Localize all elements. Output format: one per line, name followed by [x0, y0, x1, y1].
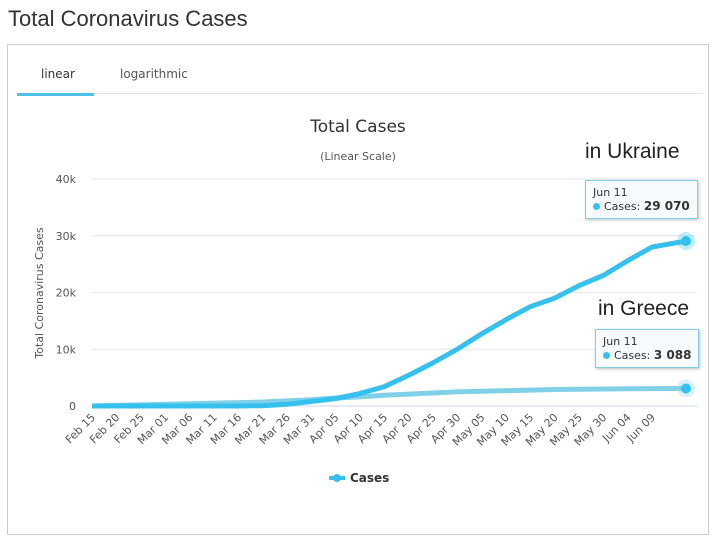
tooltip-value: 3 088: [653, 348, 692, 362]
tooltip-label: Cases:: [604, 200, 641, 213]
page-title: Total Coronavirus Cases: [8, 6, 248, 31]
series-line-ukraine: [92, 238, 687, 409]
y-tick-label: 20k: [56, 287, 77, 300]
annotation-ukraine: in Ukraine: [585, 140, 680, 163]
active-tab-indicator: [17, 93, 94, 96]
y-tick-label: 10k: [56, 343, 77, 356]
legend-marker-icon: [333, 474, 341, 482]
chart-subtitle: (Linear Scale): [320, 150, 396, 163]
tooltip-date: Jun 11: [603, 335, 638, 348]
tooltip-ukraine: Jun 11 Cases: 29 070: [585, 180, 698, 219]
tooltip-value: 29 070: [643, 199, 690, 213]
tooltip-greece: Jun 11 Cases: 3 088: [595, 329, 700, 368]
tab-logarithmic[interactable]: logarithmic: [120, 67, 188, 81]
legend-item-cases: Cases: [350, 471, 389, 485]
series-line-greece: [91, 385, 687, 409]
y-axis-label: Total Coronavirus Cases: [33, 227, 46, 360]
series-dot-icon: [603, 352, 610, 359]
y-tick-label: 0: [69, 400, 76, 413]
y-tick-label: 30k: [56, 230, 77, 243]
series-dot-icon: [593, 203, 600, 210]
chart-panel: linear logarithmic: [7, 44, 709, 535]
tooltip-date: Jun 11: [593, 186, 628, 199]
point-marker: [681, 383, 691, 394]
tab-divider: [17, 93, 703, 94]
annotation-greece: in Greece: [598, 297, 690, 320]
tab-linear[interactable]: linear: [41, 67, 75, 81]
tooltip-label: Cases:: [614, 349, 651, 362]
point-marker: [681, 236, 691, 247]
y-tick-label: 40k: [56, 173, 77, 186]
chart-title: Total Cases: [309, 117, 406, 137]
